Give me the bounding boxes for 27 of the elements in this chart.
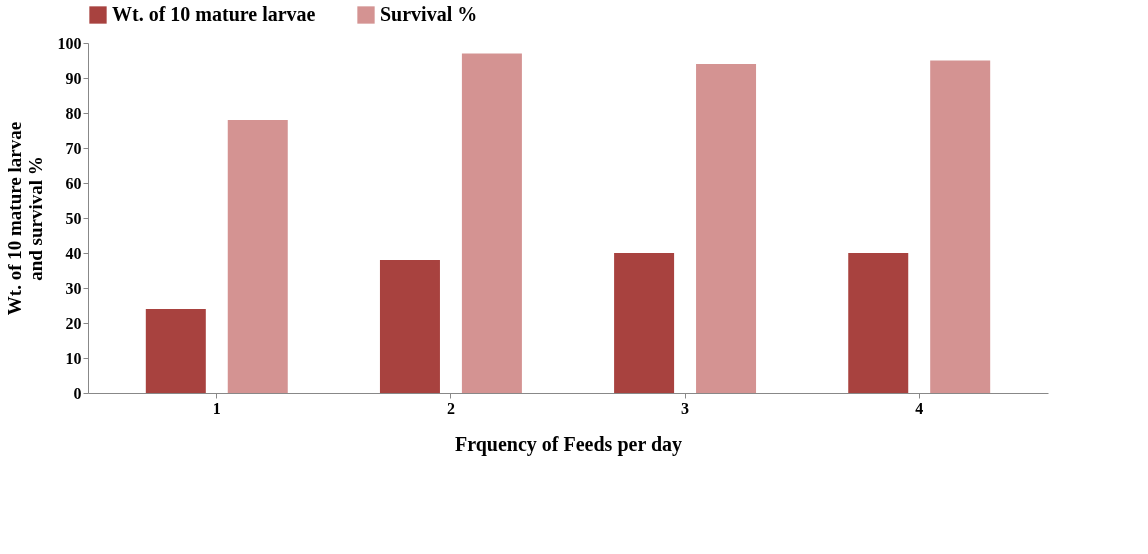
x-tick-label: 2 [446, 399, 455, 417]
y-tick-label: 60 [65, 174, 82, 192]
x-tick-label: 3 [681, 399, 690, 417]
legend-label: Wt. of 10 mature larvae [112, 3, 316, 25]
bar [379, 260, 440, 393]
y-tick-label: 100 [57, 34, 82, 52]
y-tick-label: 70 [65, 139, 82, 157]
y-tick-label: 0 [73, 384, 82, 402]
bar [848, 253, 909, 393]
bar [145, 309, 206, 393]
legend-label: Survival % [380, 3, 478, 25]
x-axis-title: Frquency of Feeds per day [454, 432, 683, 456]
x-tick-label: 1 [212, 399, 221, 417]
y-tick-label: 50 [65, 209, 82, 227]
y-tick-label: 90 [65, 69, 82, 87]
y-axis-title: Wt. of 10 mature larvae and survival % [3, 121, 46, 316]
y-tick-label: 10 [65, 349, 82, 367]
bar [614, 253, 675, 393]
bar [461, 53, 522, 393]
y-tick-label: 20 [65, 314, 82, 332]
bar [930, 60, 991, 393]
x-tick-label: 4 [915, 399, 924, 417]
bar [227, 120, 288, 393]
y-tick-label: 40 [65, 244, 82, 262]
bar [696, 64, 757, 393]
y-tick-label: 30 [65, 279, 82, 297]
y-tick-label: 80 [65, 104, 82, 122]
